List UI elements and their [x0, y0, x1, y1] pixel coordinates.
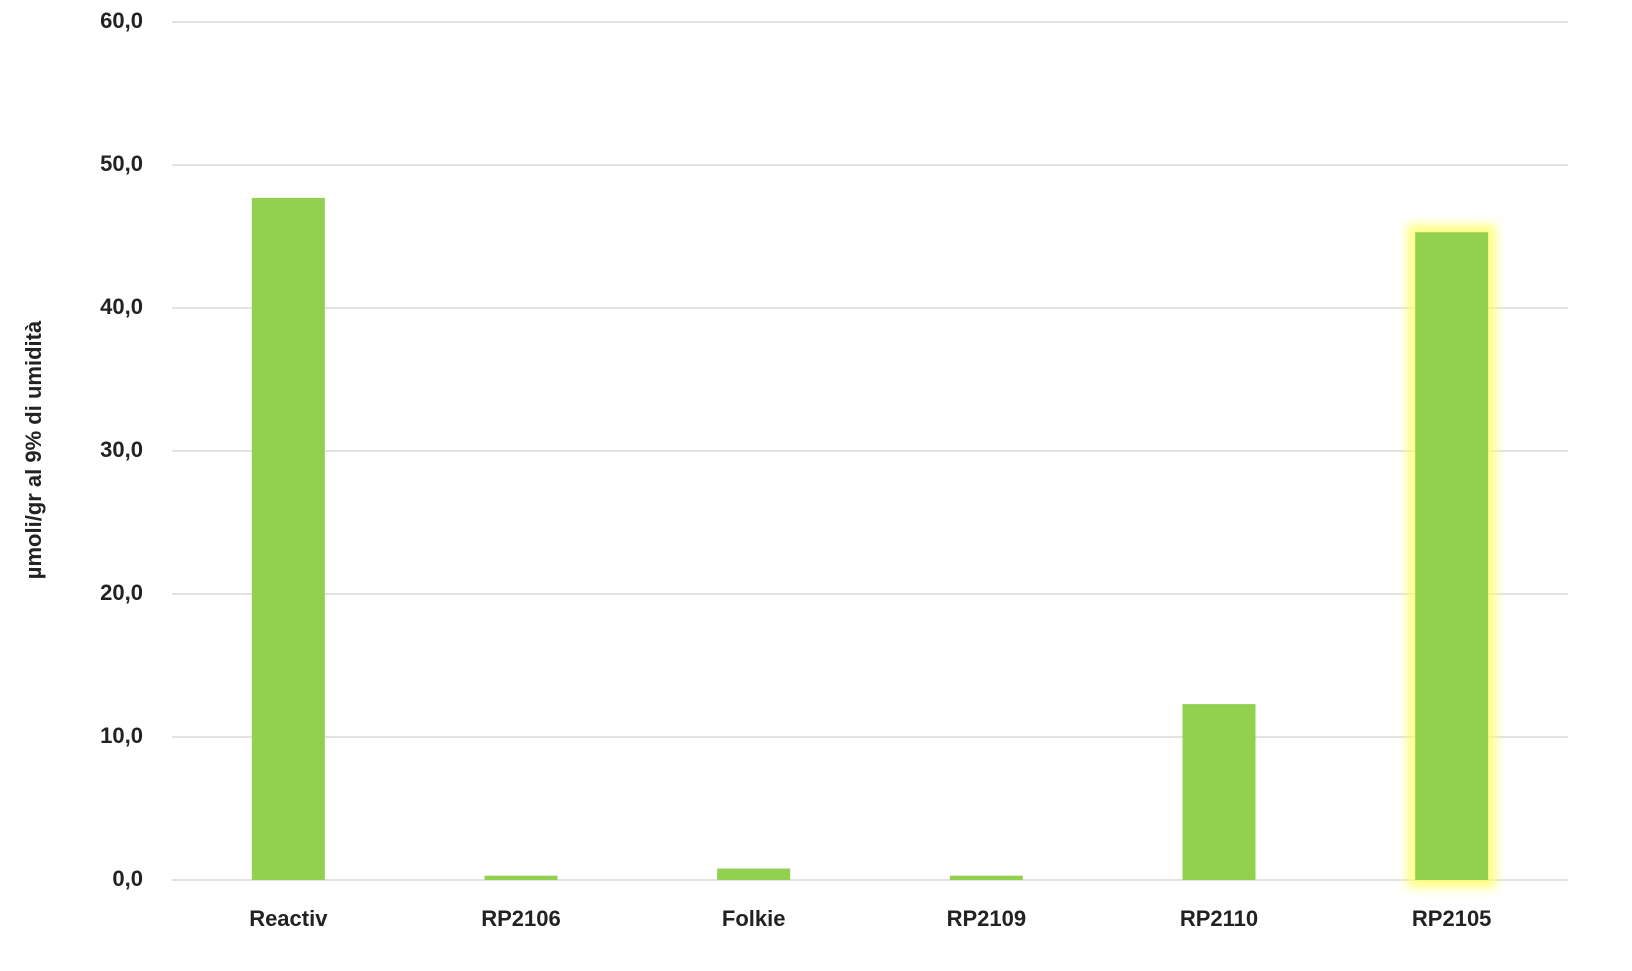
y-tick-label: 20,0 — [100, 580, 143, 605]
bar — [1182, 704, 1256, 880]
bar — [1415, 232, 1489, 880]
y-axis-title: µmoli/gr al 9% di umidità — [21, 320, 46, 579]
bar — [484, 875, 558, 880]
y-tick-label: 40,0 — [100, 294, 143, 319]
x-tick-label: RP2106 — [481, 906, 561, 931]
bar — [251, 197, 325, 880]
bar — [717, 868, 791, 880]
y-tick-label: 60,0 — [100, 8, 143, 33]
x-tick-label: Reactiv — [249, 906, 328, 931]
x-tick-label: Folkie — [722, 906, 786, 931]
x-tick-label: RP2109 — [947, 906, 1027, 931]
y-tick-label: 10,0 — [100, 723, 143, 748]
y-tick-label: 30,0 — [100, 437, 143, 462]
bar — [949, 875, 1023, 880]
y-tick-label: 50,0 — [100, 151, 143, 176]
x-tick-label: RP2105 — [1412, 906, 1492, 931]
y-tick-label: 0,0 — [112, 866, 143, 891]
x-tick-label: RP2110 — [1180, 906, 1258, 931]
